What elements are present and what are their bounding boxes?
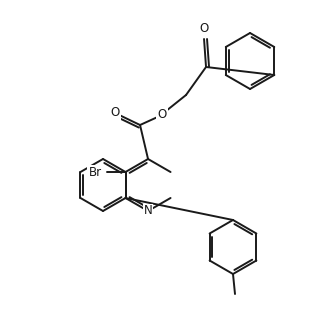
- Text: N: N: [144, 204, 152, 218]
- Text: Br: Br: [88, 165, 102, 178]
- Text: O: O: [199, 22, 209, 35]
- Text: O: O: [157, 109, 167, 122]
- Text: O: O: [111, 106, 120, 120]
